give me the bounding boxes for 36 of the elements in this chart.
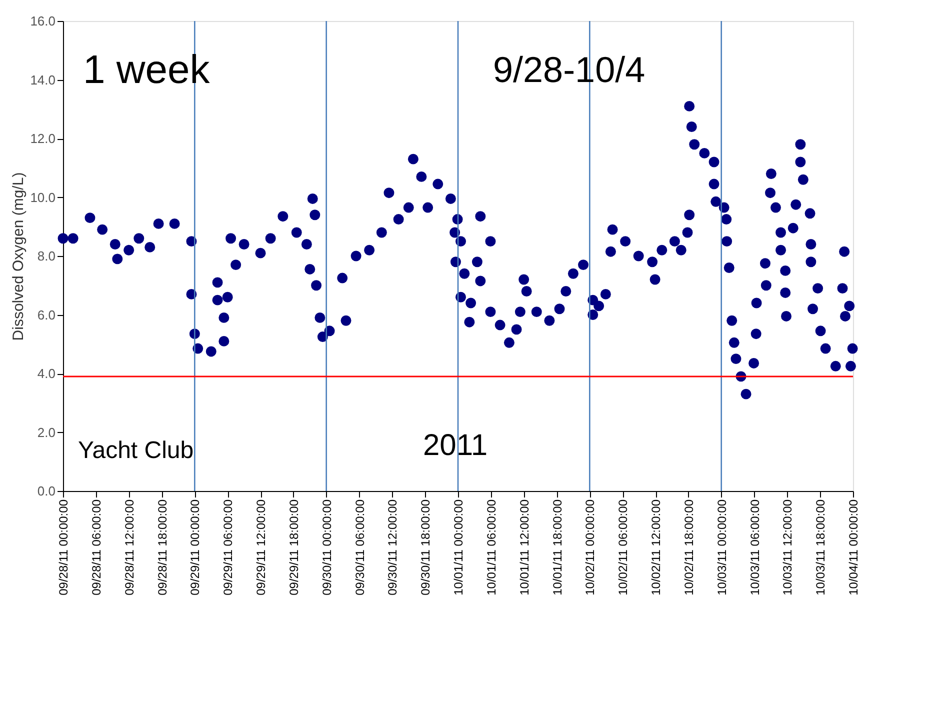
x-tick-label: 09/30/11 12:00:00 [386,499,400,596]
y-tick-label: 8.0 [37,248,56,264]
y-tick-label: 10.0 [30,190,56,205]
x-tick-label: 09/30/11 18:00:00 [418,499,433,596]
x-tick-label: 09/29/11 18:00:00 [286,499,301,596]
y-tick-label: 4.0 [37,366,56,381]
x-tick-label: 10/01/11 06:00:00 [484,499,498,596]
x-tick-label: 09/28/11 00:00:00 [56,499,70,596]
x-tick-label: 09/30/11 06:00:00 [352,499,367,596]
x-tick-label: 10/03/11 00:00:00 [714,499,729,596]
y-tick-label: 14.0 [30,72,56,88]
x-tick-label: 10/03/11 12:00:00 [780,499,795,596]
annotation: Yacht Club [78,437,194,464]
x-tick-label: 09/30/11 00:00:00 [320,499,334,596]
y-tick-label: 12.0 [30,131,56,146]
x-tick-label: 09/29/11 00:00:00 [188,499,202,596]
x-tick-label: 10/04/11 00:00:00 [846,499,860,596]
x-tick-label: 10/03/11 18:00:00 [814,499,828,596]
x-tick-label: 10/02/11 00:00:00 [583,499,598,596]
x-tick-label: 10/02/11 06:00:00 [616,499,630,596]
x-tick-label: 09/29/11 12:00:00 [254,499,268,596]
x-tick-label: 10/02/11 12:00:00 [649,499,663,596]
x-tick-label: 09/28/11 06:00:00 [89,499,104,596]
x-tick-label: 09/28/11 12:00:00 [122,499,136,596]
y-tick-label: 0.0 [37,484,56,498]
x-tick-label: 09/29/11 06:00:00 [221,499,236,596]
x-tick-label: 10/01/11 00:00:00 [452,499,466,596]
x-tick-label: 10/01/11 18:00:00 [550,499,564,596]
x-tick-label: 10/02/11 18:00:00 [682,499,696,596]
y-axis-title: Dissolved Oxygen (mg/L) [10,172,28,341]
x-tick-label: 09/28/11 18:00:00 [155,499,170,596]
y-tick-label: 6.0 [37,307,56,322]
y-tick-label: 16.0 [30,14,56,28]
x-tick-label: 10/01/11 12:00:00 [517,499,532,596]
x-tick-label: 10/03/11 06:00:00 [748,499,762,596]
y-tick-label: 2.0 [37,424,56,440]
